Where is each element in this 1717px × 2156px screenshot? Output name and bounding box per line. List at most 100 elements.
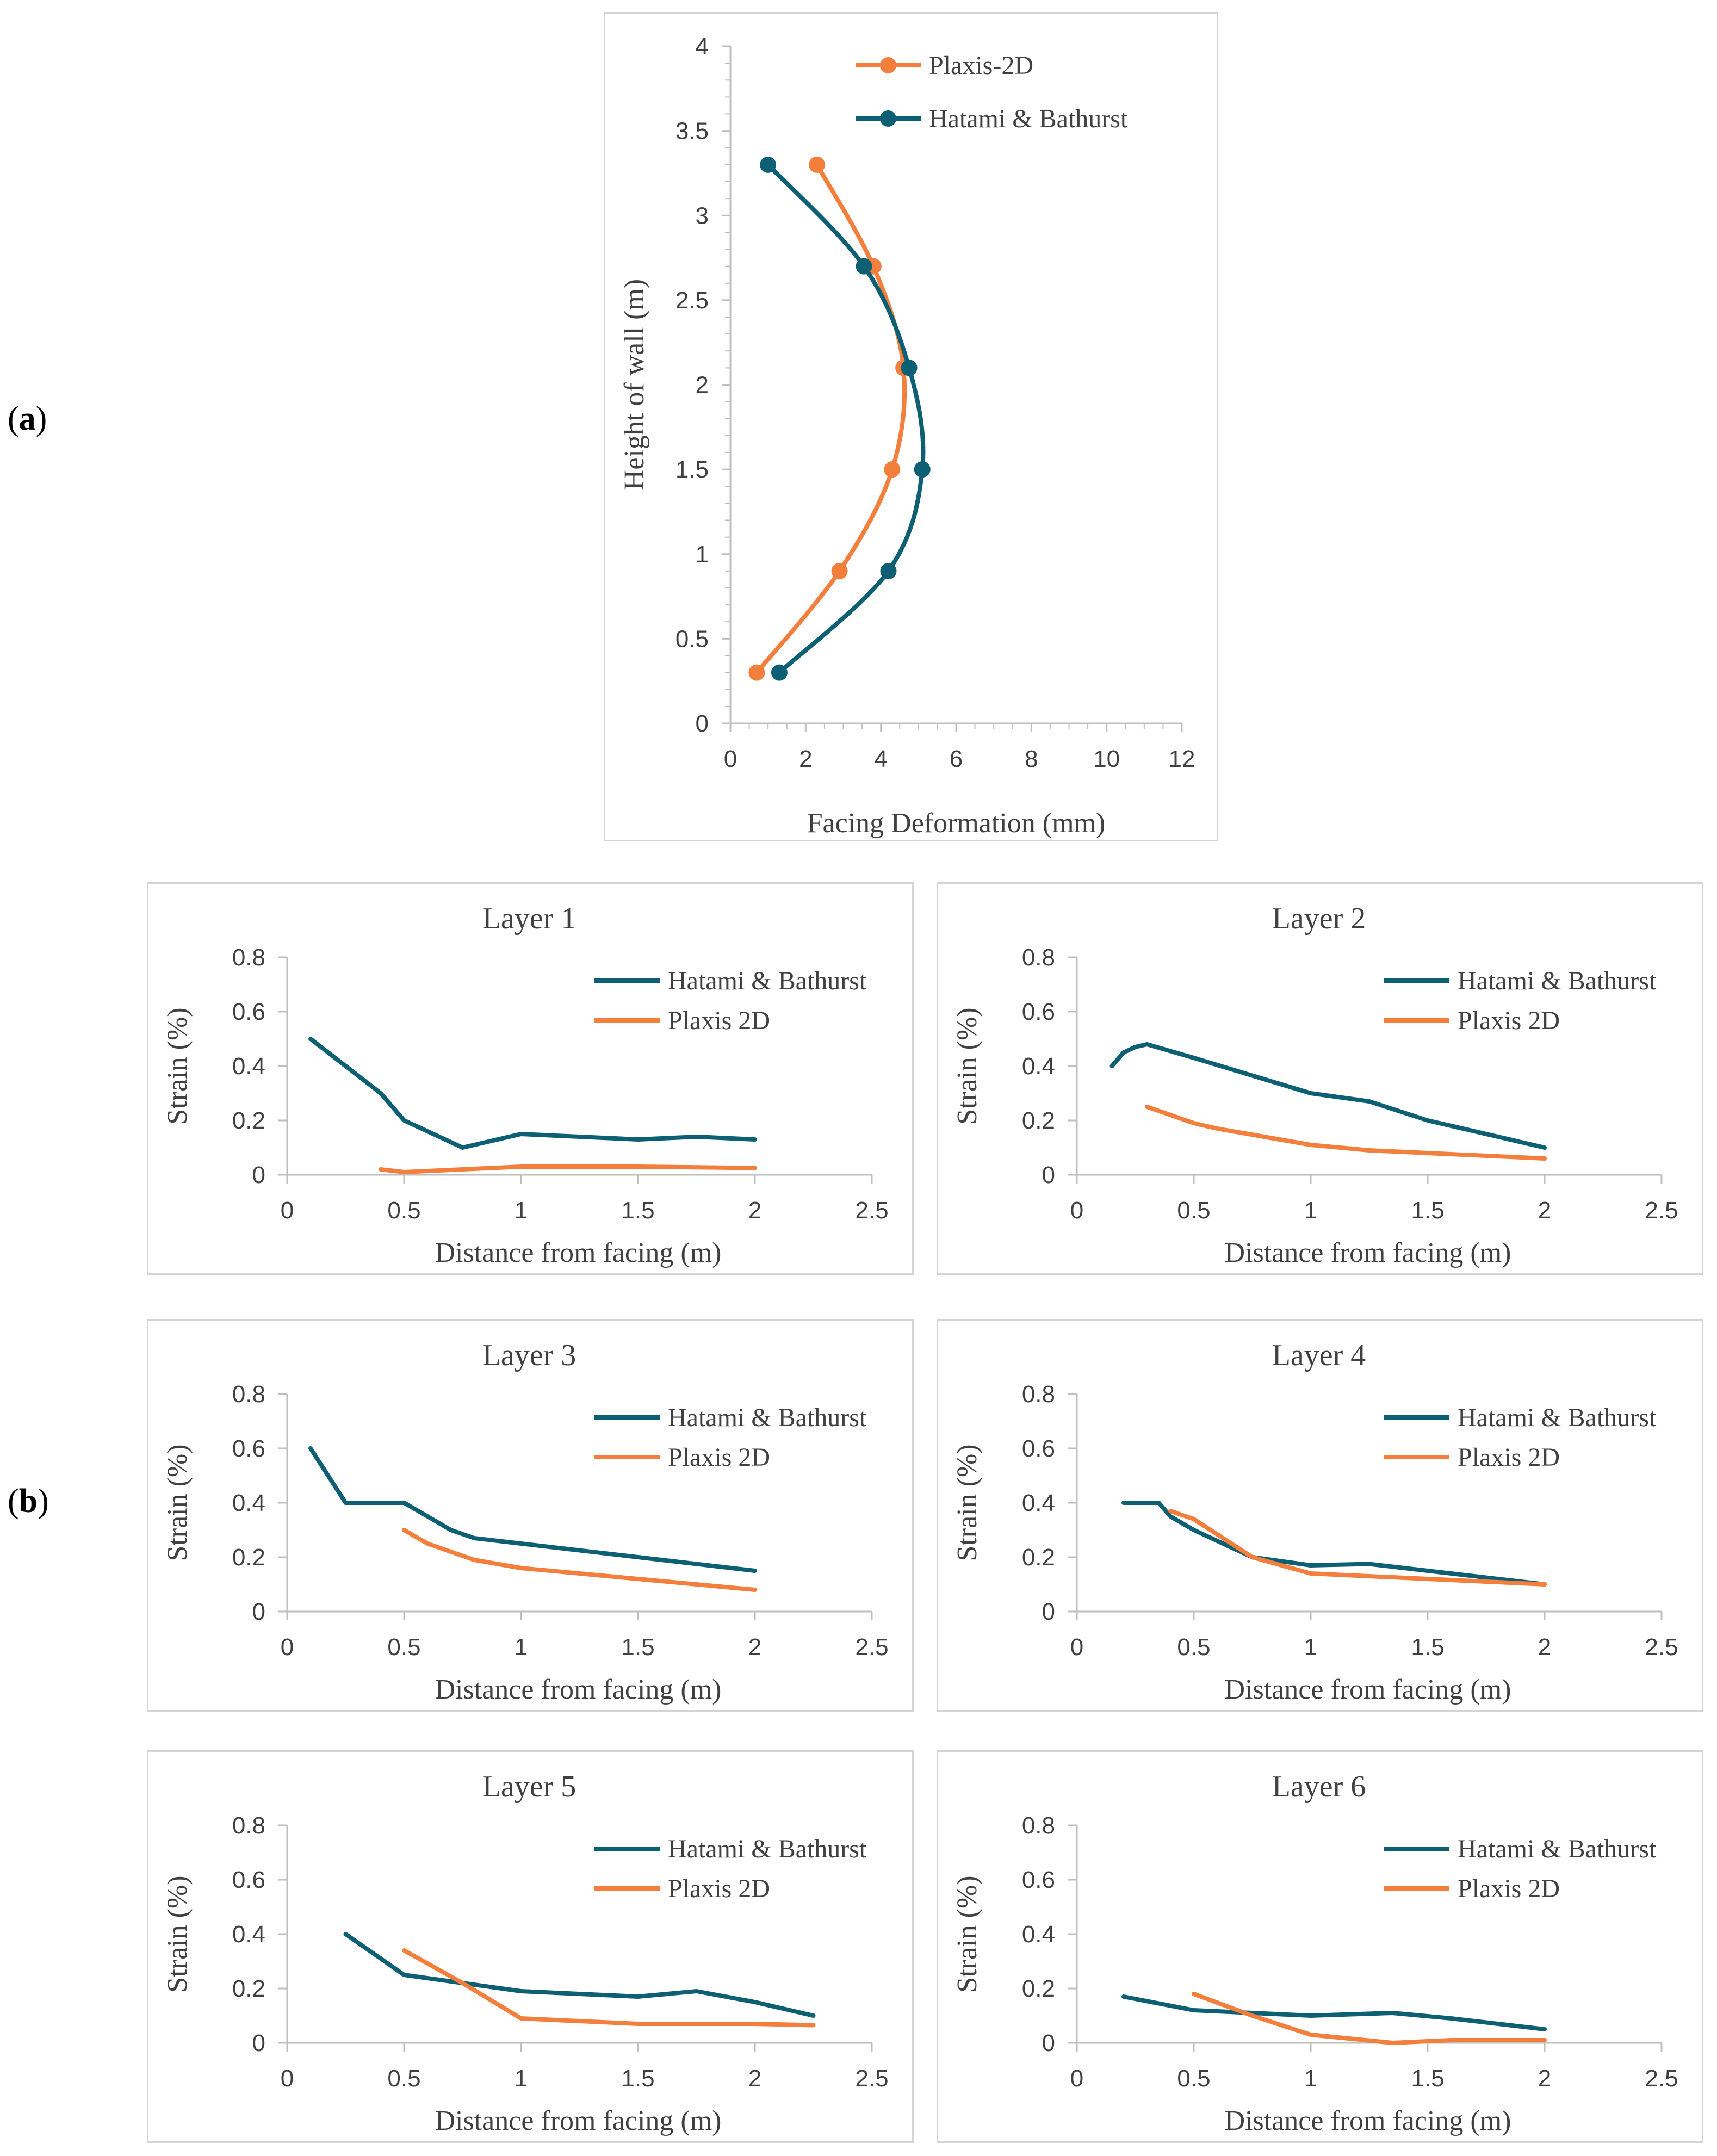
facing-series-hatami-bathurst-point [760,156,777,173]
layer3-legend-hatami-bathurst-label: Hatami & Bathurst [668,1403,867,1432]
layer3-title: Layer 3 [482,1339,577,1372]
layer4-legend-hatami-bathurst-label: Hatami & Bathurst [1458,1403,1657,1432]
facing-series-plaxis-2d-point [748,664,765,681]
layer2-x-tick-label: 2.5 [1645,1197,1678,1224]
chart-panel-layer1: 0 0.5 1 1.5 2 2.5 0 0.2 0.4 0.6 0.8 Layer 1 Distance… [147,882,914,1275]
facing-y-tick-label: 2.5 [675,287,709,314]
layer1-x-tick-label: 2.5 [855,1197,888,1224]
layer1-legend-hatami-bathurst-label: Hatami & Bathurst [668,967,867,995]
panel-label-b-letter: b [18,1483,38,1520]
layer5-x-tick-label: 2 [748,2065,761,2092]
layer3-x-tick-label: 2.5 [855,1634,888,1661]
facing-y-tick-label: 2 [696,372,709,399]
layer1-title: Layer 1 [482,902,577,935]
layer3-x-tick-label: 2 [748,1634,761,1661]
layer4-x-tick-label: 0.5 [1177,1634,1210,1661]
facing-legend-plaxis-2d-marker [880,57,896,73]
layer6-x-tick-label: 1.5 [1411,2065,1444,2092]
facing-y-tick-label: 1 [696,541,709,568]
facing-x-tick-label: 4 [874,746,887,772]
facing-y-tick-label: 0.5 [675,625,709,652]
facing-y-tick-label: 1.5 [675,456,709,483]
layer5-y-tick-label: 0.6 [232,1867,265,1893]
layer2-svg: 0 0.5 1 1.5 2 2.5 0 0.2 0.4 0.6 0.8 Layer 2 Distance… [952,902,1678,1268]
layer1-x-tick-label: 2 [748,1197,761,1224]
chart-panel-layer5: 0 0.5 1 1.5 2 2.5 0 0.2 0.4 0.6 0.8 Layer 5 Distance… [147,1750,914,2143]
layer5-x-tick-label: 0.5 [387,2065,420,2092]
layer6-series-hatami-bathurst-line [1121,1994,1547,2031]
layer3-series-hatami-bathurst-line [308,1446,757,1573]
layer3-y-tick-label: 0.6 [232,1435,265,1462]
layer6-y-tick-label: 0.4 [1022,1921,1055,1948]
layer4-y-tick-label: 0.8 [1022,1381,1055,1408]
layer1-legend-plaxis-2d-label: Plaxis 2D [668,1006,770,1035]
layer5-series-plaxis-2d-line [402,1948,816,2028]
layer6-x-tick-label: 0 [1070,2065,1083,2092]
layer3-svg: 0 0.5 1 1.5 2 2.5 0 0.2 0.4 0.6 0.8 Layer 3 Distance… [162,1339,889,1705]
layer6-svg: 0 0.5 1 1.5 2 2.5 0 0.2 0.4 0.6 0.8 Layer 6 Distance… [952,1770,1678,2136]
layer6-y-tick-label: 0.6 [1022,1867,1055,1893]
layer2-x-tick-label: 0 [1070,1197,1083,1224]
layer6-legend-hatami-bathurst-label: Hatami & Bathurst [1458,1835,1657,1863]
layer5-x-tick-label: 2.5 [855,2065,888,2092]
layer5-x-axis-label: Distance from facing (m) [435,2105,721,2136]
layer5-y-tick-label: 0.2 [232,1975,265,2002]
layer2-y-tick-label: 0.2 [1022,1107,1055,1134]
layer2-series-hatami-bathurst-line [1109,1042,1547,1150]
facing-series-plaxis-2d-point [831,562,848,579]
layer1-y-tick-label: 0.4 [232,1053,265,1080]
chart-panel-facing: 0 2 4 6 8 10 12 0 0.5 1 1.5 2 2.5 3 3.5 4 Facing Deforma… [604,12,1218,841]
layer5-legend-plaxis-2d-label: Plaxis 2D [668,1874,770,1903]
layer2-legend-hatami-bathurst-label: Hatami & Bathurst [1458,967,1657,995]
chart-panel-layer2: 0 0.5 1 1.5 2 2.5 0 0.2 0.4 0.6 0.8 Layer 2 Distance… [937,882,1703,1275]
layer3-legend-plaxis-2d-label: Plaxis 2D [668,1443,770,1472]
layer1-y-tick-label: 0.8 [232,944,265,971]
layer4-series-plaxis-2d-line [1168,1509,1547,1587]
facing-series-hatami-bathurst-point [856,258,872,275]
layer6-x-tick-label: 0.5 [1177,2065,1210,2092]
facing-x-tick-label: 10 [1093,746,1120,772]
facing-y-tick-label: 3 [696,202,709,229]
layer6-x-axis-label: Distance from facing (m) [1224,2105,1511,2136]
facing-x-tick-label: 12 [1169,746,1195,772]
layer3-x-tick-label: 0 [281,1634,294,1661]
facing-svg: 0 2 4 6 8 10 12 0 0.5 1 1.5 2 2.5 3 3.5 4 Facing Deforma… [619,33,1195,839]
layer3-y-tick-label: 0.2 [232,1544,265,1571]
facing-legend-hatami-bathurst-label: Hatami & Bathurst [929,104,1128,133]
layer4-x-tick-label: 2 [1538,1634,1551,1661]
layer3-y-tick-label: 0.4 [232,1490,265,1516]
facing-x-tick-label: 6 [950,746,963,772]
layer6-x-tick-label: 2.5 [1645,2065,1678,2092]
layer5-x-tick-label: 1.5 [621,2065,654,2092]
layer6-y-tick-label: 0.2 [1022,1975,1055,2002]
layer4-title: Layer 4 [1272,1339,1366,1372]
layer3-y-axis-label: Strain (%) [162,1444,193,1561]
layer4-x-tick-label: 2.5 [1645,1634,1678,1661]
facing-series-hatami-bathurst-point [880,562,897,579]
layer2-y-tick-label: 0 [1042,1162,1055,1188]
layer2-title: Layer 2 [1272,902,1366,935]
panel-label-a-letter: a [18,400,36,437]
layer1-svg: 0 0.5 1 1.5 2 2.5 0 0.2 0.4 0.6 0.8 Layer 1 Distance… [162,902,889,1268]
layer2-x-tick-label: 0.5 [1177,1197,1210,1224]
layer3-series-plaxis-2d-line [402,1528,757,1592]
layer4-y-tick-label: 0.4 [1022,1490,1055,1516]
layer2-series-plaxis-2d-line [1145,1105,1547,1161]
facing-series-hatami-bathurst-point [771,664,788,681]
layer4-legend-plaxis-2d-label: Plaxis 2D [1458,1443,1560,1472]
facing-series-plaxis-2d-point [884,461,901,478]
layer5-svg: 0 0.5 1 1.5 2 2.5 0 0.2 0.4 0.6 0.8 Layer 5 Distance… [162,1770,889,2136]
facing-legend-hatami-bathurst-marker [880,110,896,127]
layer3-y-tick-label: 0 [252,1599,265,1625]
facing-x-axis-label: Facing Deformation (mm) [807,808,1106,839]
layer1-x-tick-label: 1 [515,1197,528,1224]
layer1-y-axis-label: Strain (%) [162,1007,193,1124]
facing-x-tick-label: 0 [724,746,737,772]
layer4-y-tick-label: 0 [1042,1599,1055,1625]
layer2-x-tick-label: 2 [1538,1197,1551,1224]
layer5-title: Layer 5 [482,1770,577,1804]
layer1-y-tick-label: 0 [252,1162,265,1188]
layer4-y-axis-label: Strain (%) [952,1444,983,1561]
facing-series-hatami-bathurst-line [766,162,926,675]
layer1-y-tick-label: 0.2 [232,1107,265,1134]
